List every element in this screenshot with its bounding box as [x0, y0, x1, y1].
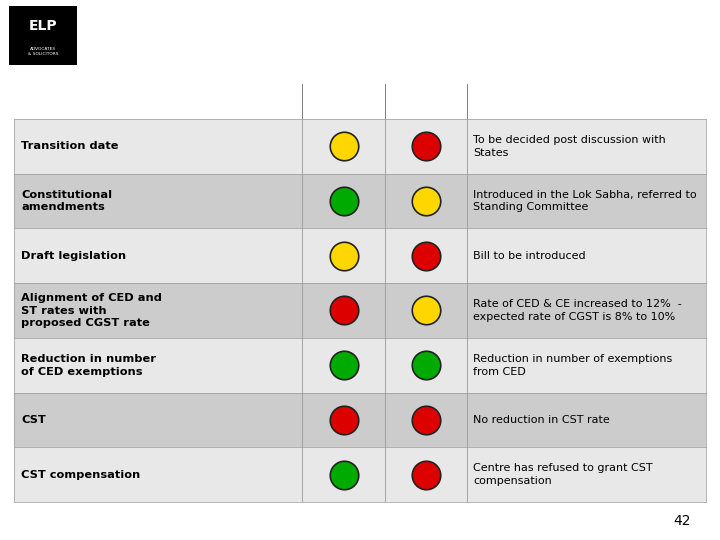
- Text: CST: CST: [22, 415, 46, 425]
- Text: ELP: ELP: [29, 19, 58, 33]
- Text: Reduction in number
of CED exemptions: Reduction in number of CED exemptions: [22, 354, 156, 377]
- Text: Constitutional
amendments: Constitutional amendments: [22, 190, 112, 212]
- Text: 2012: 2012: [408, 94, 444, 108]
- Text: Alignment of CED and
ST rates with
proposed CGST rate: Alignment of CED and ST rates with propo…: [22, 293, 162, 328]
- Text: 42: 42: [674, 514, 691, 528]
- Text: Bill to be introduced: Bill to be introduced: [474, 251, 586, 261]
- Text: To be decided post discussion with
States: To be decided post discussion with State…: [474, 135, 666, 158]
- Text: Transition date: Transition date: [22, 141, 119, 151]
- Text: ADVOCATES
& SOLICITORS: ADVOCATES & SOLICITORS: [28, 47, 58, 56]
- Text: CST compensation: CST compensation: [22, 470, 140, 480]
- Text: 2011: 2011: [325, 94, 362, 108]
- Text: Introduced in the Lok Sabha, referred to
Standing Committee: Introduced in the Lok Sabha, referred to…: [474, 190, 697, 212]
- Text: Reduction in number of exemptions
from CED: Reduction in number of exemptions from C…: [474, 354, 672, 377]
- Text: Emerging Position: Emerging Position: [474, 94, 611, 108]
- FancyBboxPatch shape: [9, 5, 77, 65]
- Text: Issue: Issue: [22, 94, 60, 108]
- Text: Milestones & Signals of GST: Milestones & Signals of GST: [97, 21, 515, 46]
- Text: Draft legislation: Draft legislation: [22, 251, 127, 261]
- Text: Centre has refused to grant CST
compensation: Centre has refused to grant CST compensa…: [474, 463, 653, 486]
- Text: Rate of CED & CE increased to 12%  -
expected rate of CGST is 8% to 10%: Rate of CED & CE increased to 12% - expe…: [474, 299, 683, 322]
- Text: No reduction in CST rate: No reduction in CST rate: [474, 415, 611, 425]
